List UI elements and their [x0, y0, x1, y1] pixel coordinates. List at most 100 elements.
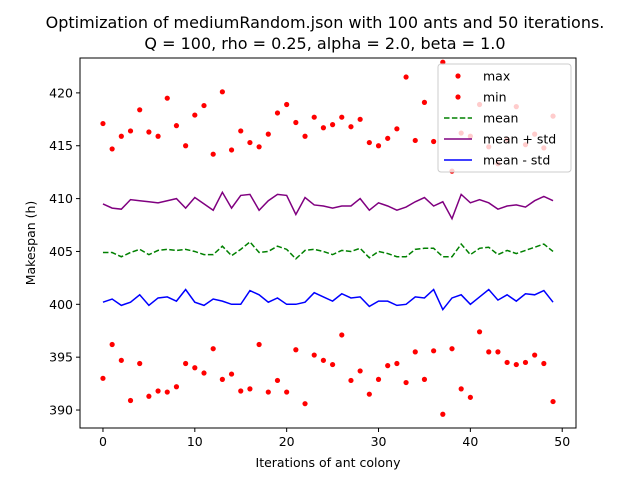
min-point [458, 386, 464, 392]
min-point [247, 386, 253, 392]
legend-label-max: max [483, 69, 510, 84]
min-point [421, 376, 428, 382]
min-point [118, 357, 124, 363]
min-point [431, 348, 437, 354]
min-point [476, 329, 483, 335]
min-point [513, 361, 519, 368]
min-point [412, 349, 418, 355]
plot-frame [79, 57, 577, 429]
chart-subtitle: Q = 100, rho = 0.25, alpha = 2.0, beta =… [144, 34, 505, 53]
x-tick-label: 30 [371, 434, 387, 449]
max-point [311, 114, 317, 120]
x-tick-label: 20 [279, 434, 295, 449]
min-point [127, 397, 134, 404]
min-point [293, 347, 299, 353]
y-tick-label: 415 [49, 138, 73, 153]
min-point [284, 389, 290, 395]
min-point [146, 393, 152, 399]
chart-title: Optimization of mediumRandom.json with 1… [46, 13, 605, 32]
min-point [210, 346, 216, 352]
min-point [192, 365, 198, 371]
axis-ticks: 0 10 20 30 40 50 390 395 400 405 410 415 420 [49, 85, 570, 449]
x-tick-label: 40 [462, 434, 478, 449]
max-point [339, 114, 345, 120]
min-point [256, 341, 262, 348]
max-point [127, 128, 134, 134]
legend-label-mean-std: mean + std [483, 132, 556, 147]
mean-std-line [102, 190, 554, 221]
max-point [164, 95, 170, 101]
max-point [403, 74, 409, 80]
min-point [201, 370, 207, 376]
max-point [348, 124, 354, 130]
max-point [375, 143, 382, 149]
max-point [256, 144, 262, 150]
max-point [155, 133, 161, 139]
min-point [403, 379, 409, 386]
max-point [412, 137, 418, 144]
mean-std-line [102, 288, 554, 312]
min-point [274, 377, 281, 384]
min-point [173, 384, 180, 390]
min-point [228, 371, 235, 377]
max-point [228, 147, 235, 153]
min-point [100, 375, 106, 381]
max-point [385, 135, 391, 141]
x-tick-label: 50 [554, 434, 570, 449]
min-point [550, 398, 556, 405]
y-tick-label: 420 [49, 85, 73, 100]
min-point [109, 341, 115, 348]
min-point [467, 394, 473, 400]
max-point [146, 129, 152, 135]
max-point [284, 101, 290, 108]
max-point [173, 123, 180, 129]
min-point [495, 349, 501, 355]
legend: max min mean mean + std mean - std [437, 63, 572, 173]
max-point [302, 133, 308, 139]
max-point [366, 139, 372, 146]
min-point [366, 391, 372, 397]
y-tick-label: 400 [49, 297, 73, 312]
legend-label-mean-std: mean - std [483, 153, 550, 168]
min-point [532, 352, 538, 358]
x-tick-label: 0 [99, 434, 107, 449]
plot-area [100, 59, 556, 417]
min-point [504, 359, 510, 366]
min-point [522, 359, 529, 366]
max-point [219, 89, 225, 95]
max-point [100, 120, 106, 127]
max-point [357, 116, 363, 122]
min-point [238, 388, 244, 394]
y-tick-label: 410 [49, 191, 73, 206]
mean-line [102, 240, 554, 260]
max-point [293, 119, 299, 126]
max-point [247, 139, 253, 146]
min-point [541, 360, 547, 367]
y-tick-label: 405 [49, 244, 73, 259]
min-point [385, 363, 391, 369]
min-point [155, 388, 161, 394]
min-point [339, 332, 345, 338]
min-point [348, 377, 354, 384]
max-point [329, 122, 336, 128]
max-point [431, 138, 437, 145]
max-point [109, 146, 115, 152]
max-point [394, 126, 400, 132]
min-point [394, 360, 400, 367]
min-point [486, 349, 492, 355]
min-point [311, 352, 317, 358]
min-point [183, 360, 189, 367]
min-point [320, 357, 327, 363]
max-point [421, 99, 428, 105]
y-axis-label: Makespan (h) [23, 201, 38, 286]
max-point [183, 143, 189, 149]
max-point [238, 128, 244, 134]
min-point [164, 389, 170, 395]
x-axis-label: Iterations of ant colony [256, 455, 402, 470]
min-point [357, 368, 363, 374]
y-tick-label: 395 [49, 350, 73, 365]
legend-marker-min [455, 94, 461, 100]
legend-label-mean: mean [483, 111, 518, 126]
legend-box [437, 63, 572, 173]
